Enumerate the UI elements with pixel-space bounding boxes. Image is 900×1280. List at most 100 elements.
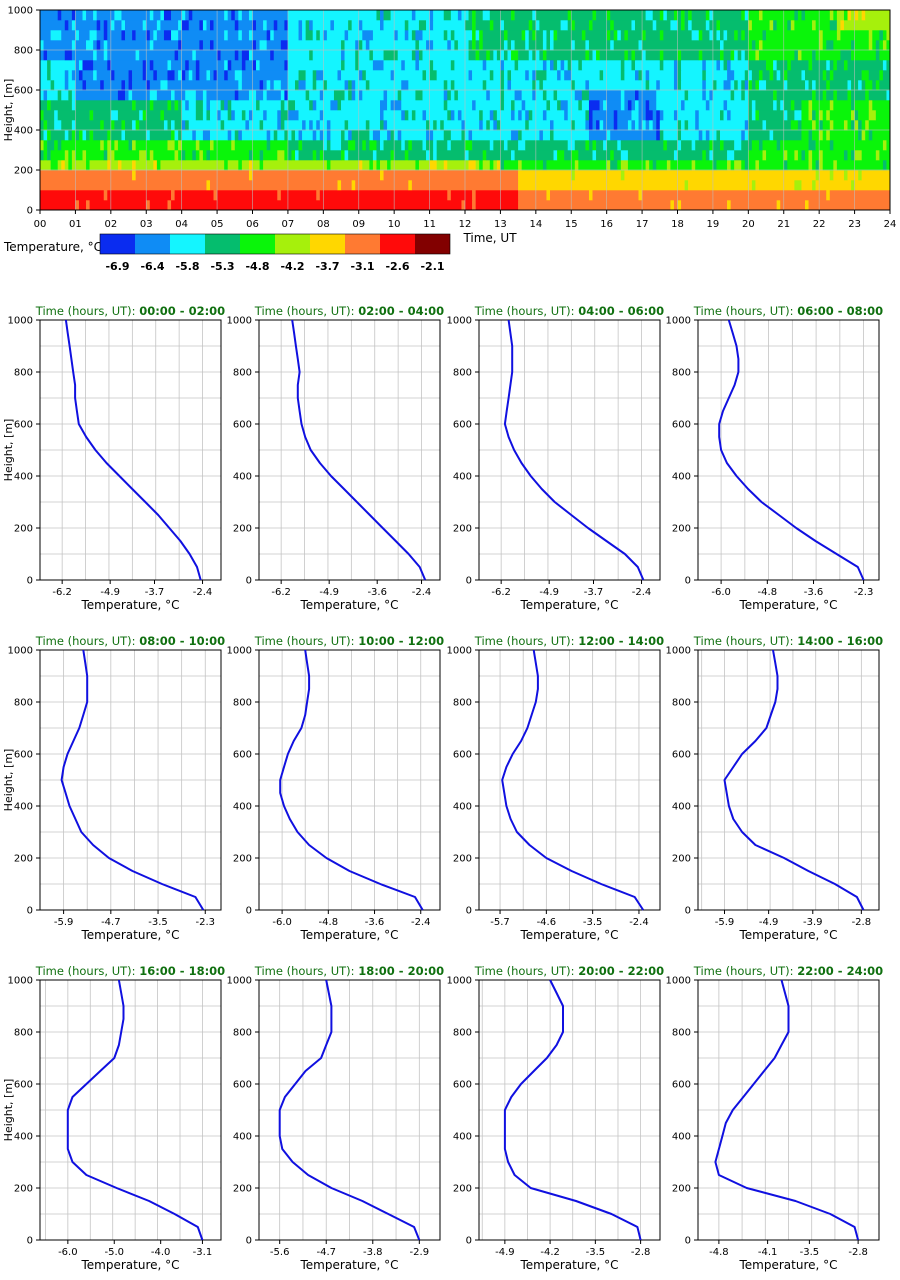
heatmap-cell bbox=[503, 50, 508, 61]
heatmap-cell bbox=[252, 10, 289, 21]
heatmap-cell bbox=[836, 60, 845, 71]
profile-x-axis-title: Temperature, °C bbox=[519, 928, 618, 942]
heatmap-y-tick-label: 1000 bbox=[8, 6, 33, 17]
heatmap-cell bbox=[326, 30, 345, 41]
heatmap-cell bbox=[450, 40, 455, 51]
heatmap-cell bbox=[511, 150, 515, 161]
heatmap-cell bbox=[86, 150, 105, 161]
profile-x-tick-label: -5.7 bbox=[490, 917, 510, 928]
heatmap-cell bbox=[110, 70, 115, 81]
heatmap-cell bbox=[383, 170, 519, 181]
heatmap-cell bbox=[365, 120, 370, 131]
heatmap-cell bbox=[542, 30, 547, 41]
profile-y-tick-label: 1000 bbox=[227, 316, 252, 327]
heatmap-cell bbox=[794, 150, 799, 161]
heatmap-cell bbox=[252, 160, 260, 171]
heatmap-cell bbox=[684, 20, 689, 31]
heatmap-cell bbox=[139, 50, 175, 61]
heatmap-cell bbox=[40, 40, 44, 51]
heatmap-cell bbox=[794, 180, 802, 191]
heatmap-cell bbox=[86, 10, 94, 21]
heatmap-cell bbox=[712, 10, 742, 21]
profile-y-tick-label: 400 bbox=[233, 802, 252, 813]
heatmap-cell bbox=[518, 190, 547, 201]
heatmap-cell bbox=[723, 110, 728, 121]
heatmap-cell bbox=[709, 100, 724, 111]
heatmap-cell bbox=[178, 140, 182, 151]
heatmap-cell bbox=[266, 40, 282, 51]
heatmap-cell bbox=[40, 140, 44, 151]
heatmap-cell bbox=[78, 130, 83, 141]
heatmap-cell bbox=[206, 100, 211, 111]
heatmap-cell bbox=[369, 140, 377, 151]
heatmap-cell bbox=[443, 80, 448, 91]
profile-x-tick-label: -2.3 bbox=[854, 587, 874, 598]
heatmap-cell bbox=[588, 140, 593, 151]
heatmap-cell bbox=[40, 90, 44, 101]
heatmap-cell bbox=[40, 200, 76, 211]
heatmap-cell bbox=[450, 130, 462, 141]
heatmap-cell bbox=[546, 60, 551, 71]
heatmap-cell bbox=[472, 140, 491, 151]
heatmap-y-tick-label: 400 bbox=[14, 126, 33, 137]
heatmap-cell bbox=[535, 50, 540, 61]
heatmap-cell bbox=[681, 50, 700, 61]
heatmap-cell bbox=[560, 100, 569, 111]
heatmap-cell bbox=[472, 40, 476, 51]
heatmap-cell bbox=[560, 20, 569, 31]
heatmap-cell bbox=[564, 70, 572, 81]
heatmap-cell bbox=[383, 50, 399, 61]
heatmap-cell bbox=[705, 80, 714, 91]
heatmap-cell bbox=[787, 60, 792, 71]
heatmap-cell bbox=[128, 70, 133, 81]
heatmap-cell bbox=[68, 20, 73, 31]
heatmap-cell bbox=[330, 100, 338, 111]
heatmap-cell bbox=[75, 60, 80, 71]
heatmap-cell bbox=[284, 20, 289, 31]
heatmap-cell bbox=[302, 140, 324, 151]
heatmap-cell bbox=[454, 110, 459, 121]
heatmap-cell bbox=[790, 120, 799, 131]
heatmap-cell bbox=[103, 120, 112, 131]
heatmap-cell bbox=[149, 130, 172, 141]
heatmap-cell bbox=[773, 60, 777, 71]
heatmap-cell bbox=[404, 140, 409, 151]
heatmap-cell bbox=[344, 80, 349, 91]
heatmap-cell bbox=[287, 70, 299, 81]
heatmap-cell bbox=[574, 160, 579, 171]
panel-title-time: 02:00 - 04:00 bbox=[358, 304, 444, 318]
heatmap-cell bbox=[645, 50, 661, 61]
heatmap-cell bbox=[833, 160, 838, 171]
heatmap-cell bbox=[217, 70, 225, 81]
heatmap-cell bbox=[429, 70, 437, 81]
heatmap-cell bbox=[252, 20, 257, 31]
heatmap-cell bbox=[723, 80, 731, 91]
heatmap-cell bbox=[171, 90, 175, 101]
heatmap-cell bbox=[280, 100, 285, 111]
heatmap-cell bbox=[596, 50, 600, 61]
heatmap-cell bbox=[521, 30, 526, 41]
heatmap-cell bbox=[758, 140, 763, 151]
heatmap-cell bbox=[457, 110, 462, 121]
heatmap-cell bbox=[475, 160, 480, 171]
heatmap-cell bbox=[783, 160, 788, 171]
heatmap-cell bbox=[553, 60, 558, 71]
heatmap-cell bbox=[312, 150, 317, 161]
heatmap-cell bbox=[500, 160, 505, 171]
heatmap-cell bbox=[656, 160, 668, 171]
heatmap-cell bbox=[783, 70, 788, 81]
temperature-profile-line bbox=[503, 319, 645, 581]
profile-x-tick-label: -6.0 bbox=[58, 1247, 78, 1258]
heatmap-cell bbox=[47, 130, 51, 141]
heatmap-cell bbox=[670, 20, 678, 31]
heatmap-cell bbox=[273, 20, 278, 31]
heatmap-cell bbox=[755, 100, 774, 111]
heatmap-cell bbox=[429, 120, 434, 131]
heatmap-cell bbox=[652, 160, 657, 171]
profile-x-tick-label: -6.2 bbox=[52, 587, 72, 598]
heatmap-cell bbox=[596, 120, 600, 131]
profile-y-tick-label: 600 bbox=[233, 420, 252, 431]
heatmap-cell bbox=[404, 30, 409, 41]
heatmap-x-tick-label: 07 bbox=[282, 219, 295, 230]
color-legend: Temperature, °C-6.9 -6.4 -5.8 -5.3 -4.8 -4.2-… bbox=[3, 233, 451, 273]
